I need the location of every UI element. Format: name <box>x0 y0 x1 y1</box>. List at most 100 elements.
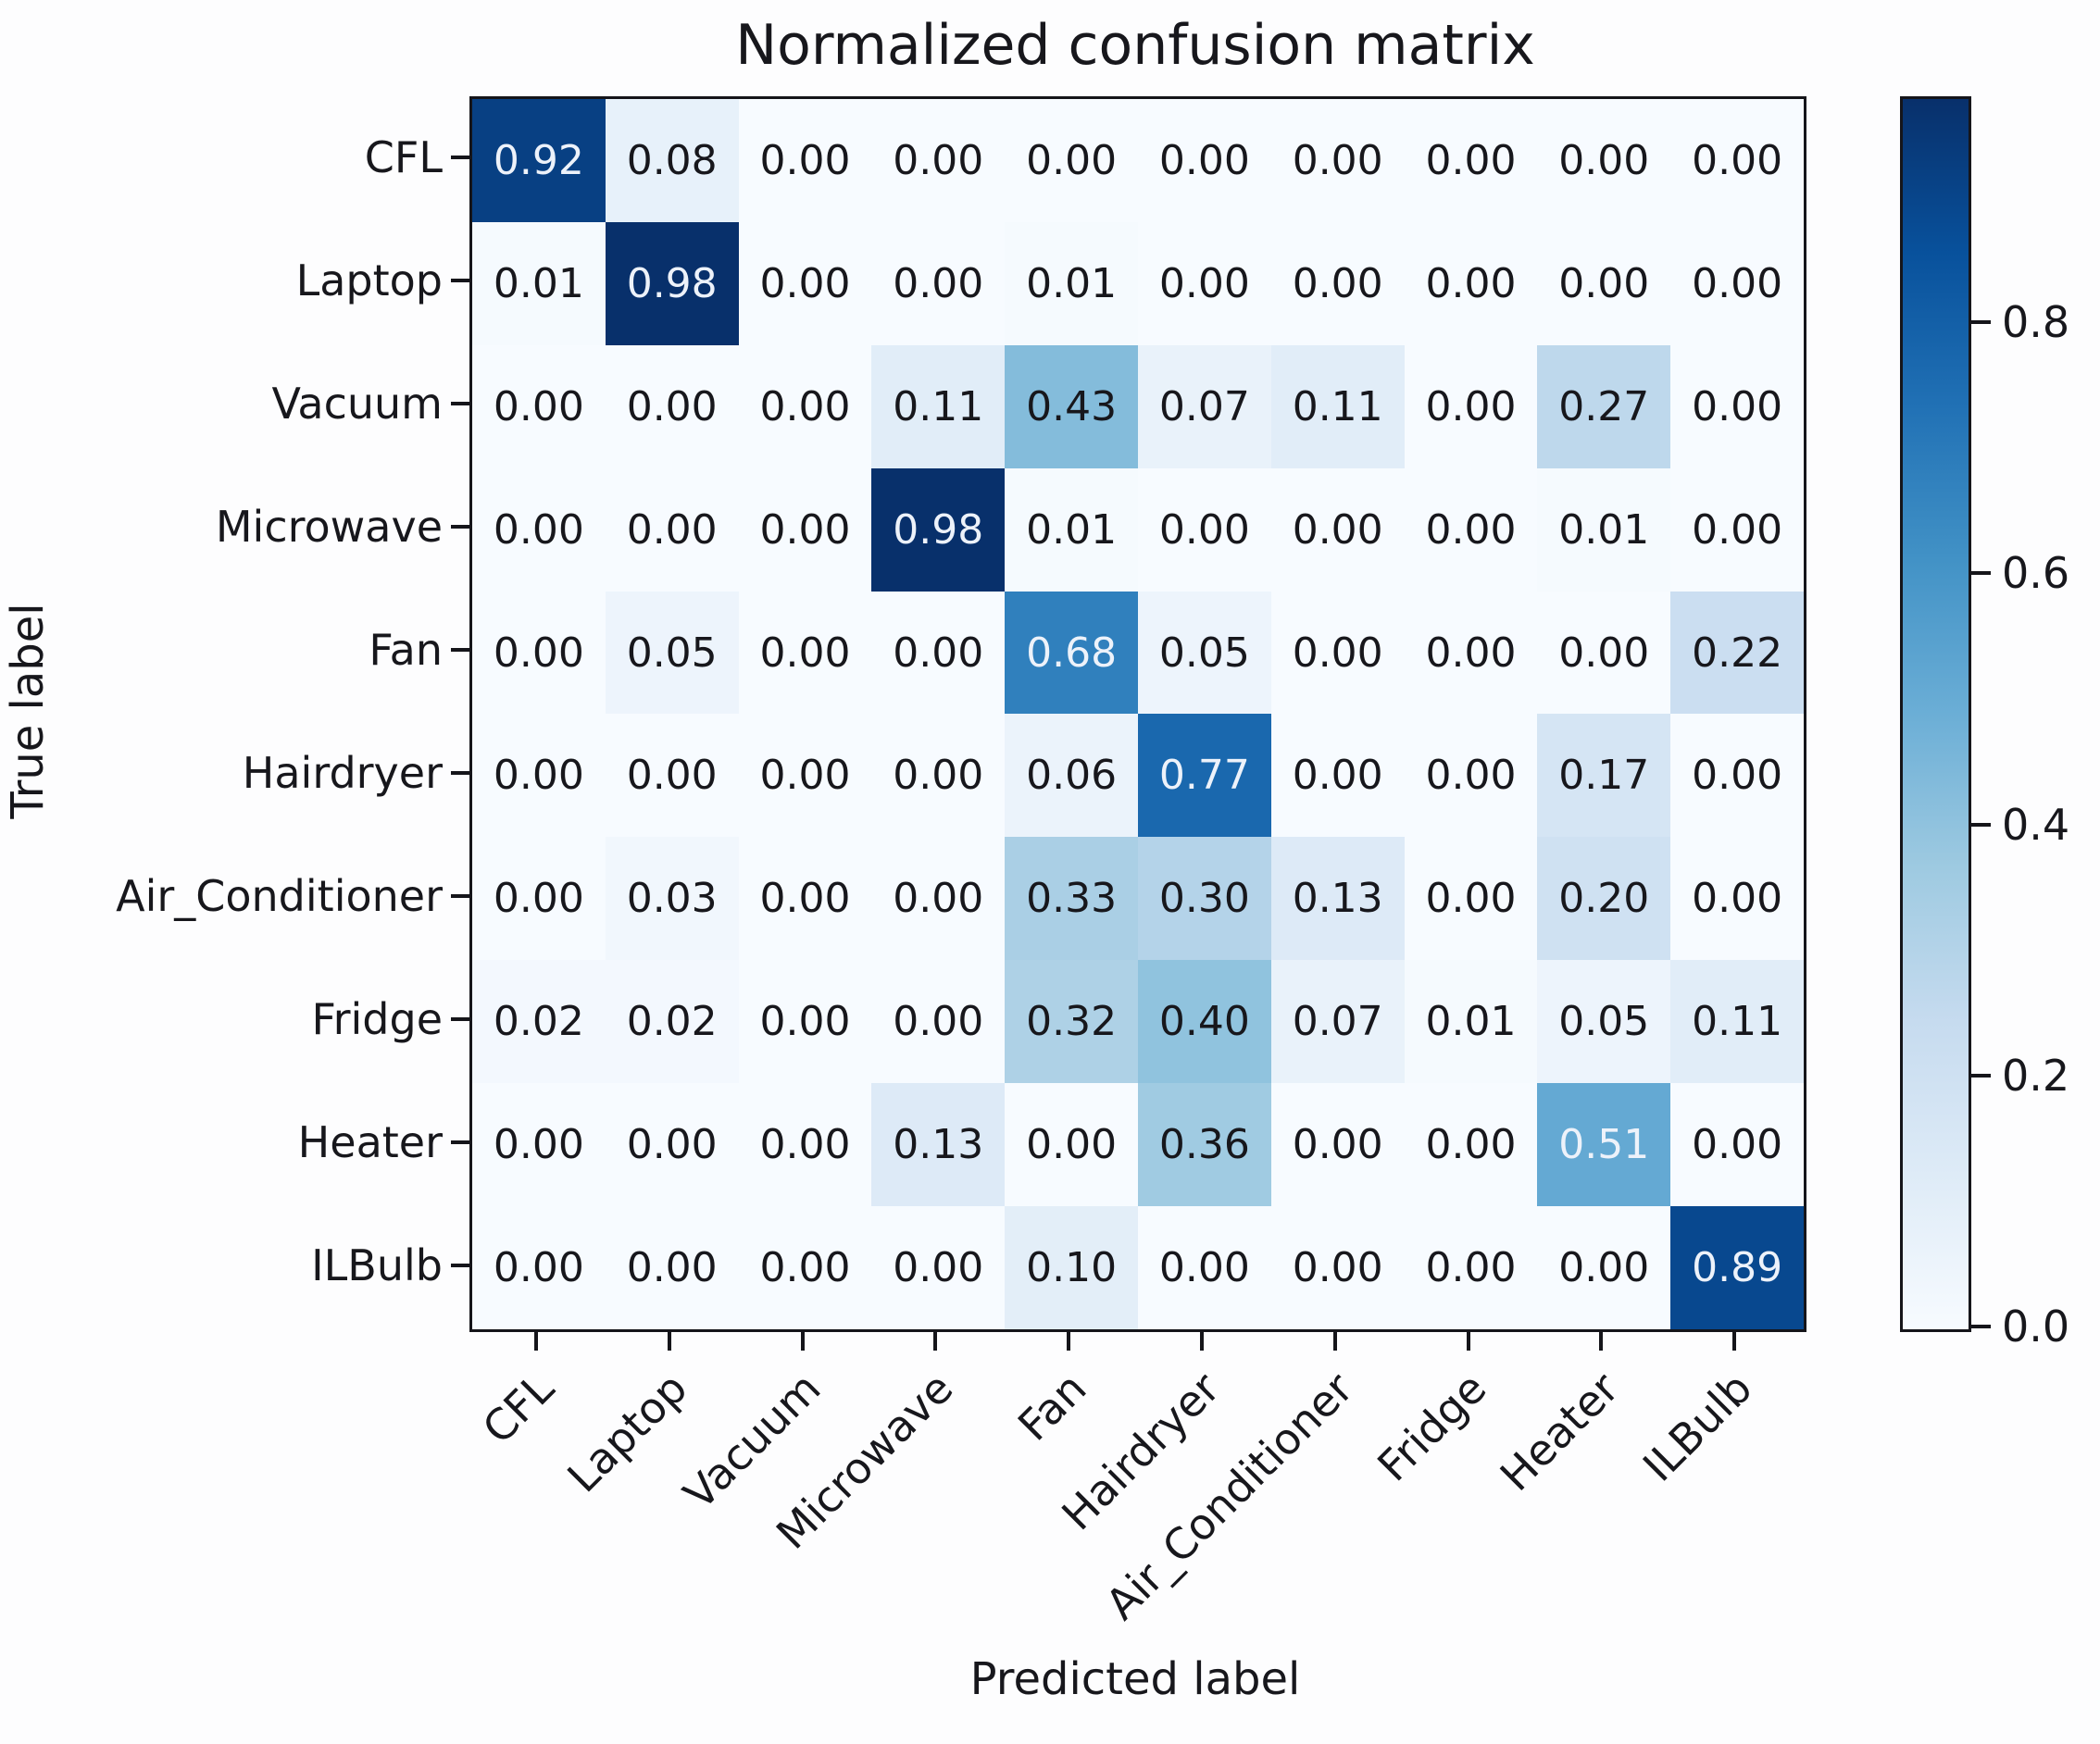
heatmap-grid: 0.92 0.08 0.00 0.00 0.00 0.00 0.00 0.00 0.00 0.00… <box>469 96 1806 1332</box>
y-tick-mark <box>451 1263 469 1267</box>
matrix-cell-ILBulb-Microwave: 0.00 <box>871 1206 1006 1329</box>
matrix-cell-Vacuum-Vacuum: 0.00 <box>738 344 872 468</box>
matrix-cell-Laptop-Heater: 0.00 <box>1537 221 1671 345</box>
y-tick-mark <box>451 402 469 406</box>
x-tick-mark <box>1199 1332 1204 1351</box>
x-tick-mark <box>1332 1332 1337 1351</box>
matrix-cell-Laptop-Fridge: 0.00 <box>1404 221 1538 345</box>
matrix-cell-ILBulb-Fan: 0.10 <box>1005 1206 1138 1329</box>
colorbar-tick-label-0.0: 0.0 <box>2002 1302 2070 1352</box>
matrix-cell-Fan-CFL: 0.00 <box>472 591 606 715</box>
colorbar-tick-label-0.2: 0.2 <box>2002 1050 2070 1101</box>
y-tick-label-Hairdryer: Hairdryer <box>242 747 443 798</box>
matrix-cell-Fridge-Heater: 0.05 <box>1537 960 1671 1084</box>
matrix-cell-Hairdryer-CFL: 0.00 <box>472 714 606 838</box>
matrix-cell-CFL-Vacuum: 0.00 <box>738 99 872 222</box>
matrix-cell-Fan-Microwave: 0.00 <box>871 591 1006 715</box>
matrix-cell-Fan-Vacuum: 0.00 <box>738 591 872 715</box>
matrix-cell-Microwave-ILBulb: 0.00 <box>1670 467 1804 592</box>
x-tick-mark <box>800 1332 805 1351</box>
x-tick-mark <box>1466 1332 1470 1351</box>
matrix-cell-CFL-Air_Conditioner: 0.00 <box>1270 99 1405 222</box>
y-tick-label-Air_Conditioner: Air_Conditioner <box>116 870 443 921</box>
matrix-cell-Microwave-Laptop: 0.00 <box>605 467 739 592</box>
x-tick-mark <box>667 1332 671 1351</box>
matrix-cell-Fridge-CFL: 0.02 <box>472 960 606 1084</box>
y-tick-label-Fridge: Fridge <box>311 993 443 1044</box>
matrix-cell-Hairdryer-Laptop: 0.00 <box>605 714 739 838</box>
matrix-cell-CFL-CFL: 0.92 <box>472 99 606 222</box>
y-tick-mark <box>451 648 469 653</box>
matrix-cell-Fan-ILBulb: 0.22 <box>1670 591 1804 715</box>
matrix-cell-CFL-Fridge: 0.00 <box>1404 99 1538 222</box>
y-tick-mark <box>451 1016 469 1021</box>
matrix-cell-Hairdryer-Fan: 0.06 <box>1005 714 1138 838</box>
matrix-cell-Laptop-Laptop: 0.98 <box>605 221 739 345</box>
matrix-cell-Fan-Heater: 0.00 <box>1537 591 1671 715</box>
matrix-cell-Fridge-Hairdryer: 0.40 <box>1138 960 1271 1084</box>
matrix-cell-Fridge-Fan: 0.32 <box>1005 960 1138 1084</box>
matrix-cell-Microwave-Air_Conditioner: 0.00 <box>1270 467 1405 592</box>
matrix-cell-Air_Conditioner-CFL: 0.00 <box>472 837 606 961</box>
matrix-cell-Hairdryer-Air_Conditioner: 0.00 <box>1270 714 1405 838</box>
matrix-cell-CFL-Heater: 0.00 <box>1537 99 1671 222</box>
matrix-cell-Laptop-ILBulb: 0.00 <box>1670 221 1804 345</box>
matrix-cell-Heater-Heater: 0.51 <box>1537 1083 1671 1207</box>
y-tick-label-Laptop: Laptop <box>295 255 443 306</box>
matrix-cell-Air_Conditioner-Hairdryer: 0.30 <box>1138 837 1271 961</box>
matrix-cell-Air_Conditioner-Heater: 0.20 <box>1537 837 1671 961</box>
matrix-cell-Microwave-CFL: 0.00 <box>472 467 606 592</box>
matrix-cell-Fridge-Microwave: 0.00 <box>871 960 1006 1084</box>
matrix-cell-CFL-Laptop: 0.08 <box>605 99 739 222</box>
matrix-cell-Heater-Vacuum: 0.00 <box>738 1083 872 1207</box>
matrix-cell-Vacuum-ILBulb: 0.00 <box>1670 344 1804 468</box>
colorbar-tick-label-0.8: 0.8 <box>2002 297 2070 348</box>
matrix-cell-Vacuum-Microwave: 0.11 <box>871 344 1006 468</box>
y-tick-label-Vacuum: Vacuum <box>271 379 444 430</box>
matrix-cell-Laptop-Fan: 0.01 <box>1005 221 1138 345</box>
colorbar-tick-label-0.6: 0.6 <box>2002 548 2070 599</box>
matrix-cell-Air_Conditioner-Microwave: 0.00 <box>871 837 1006 961</box>
matrix-cell-Hairdryer-Microwave: 0.00 <box>871 714 1006 838</box>
matrix-cell-Heater-CFL: 0.00 <box>472 1083 606 1207</box>
matrix-cell-Heater-Air_Conditioner: 0.00 <box>1270 1083 1405 1207</box>
matrix-cell-Fridge-Air_Conditioner: 0.07 <box>1270 960 1405 1084</box>
matrix-cell-Air_Conditioner-Air_Conditioner: 0.13 <box>1270 837 1405 961</box>
colorbar-tick-mark <box>1969 1073 1991 1078</box>
matrix-cell-Hairdryer-Heater: 0.17 <box>1537 714 1671 838</box>
matrix-cell-ILBulb-ILBulb: 0.89 <box>1670 1206 1804 1329</box>
x-tick-mark <box>933 1332 938 1351</box>
matrix-cell-Fan-Hairdryer: 0.05 <box>1138 591 1271 715</box>
matrix-cell-Fridge-ILBulb: 0.11 <box>1670 960 1804 1084</box>
y-tick-mark <box>451 525 469 529</box>
matrix-cell-Fan-Air_Conditioner: 0.00 <box>1270 591 1405 715</box>
x-tick-mark <box>533 1332 538 1351</box>
y-tick-label-Heater: Heater <box>297 1116 443 1167</box>
matrix-cell-ILBulb-Vacuum: 0.00 <box>738 1206 872 1329</box>
colorbar-tick-mark <box>1969 571 1991 576</box>
matrix-cell-Vacuum-Fan: 0.43 <box>1005 344 1138 468</box>
matrix-cell-Vacuum-Fridge: 0.00 <box>1404 344 1538 468</box>
colorbar-tick-mark <box>1969 320 1991 325</box>
matrix-cell-Microwave-Fridge: 0.00 <box>1404 467 1538 592</box>
y-tick-label-ILBulb: ILBulb <box>311 1239 443 1290</box>
matrix-cell-Fan-Fan: 0.68 <box>1005 591 1138 715</box>
y-tick-label-Fan: Fan <box>369 625 443 676</box>
matrix-cell-Microwave-Microwave: 0.98 <box>871 467 1006 592</box>
matrix-cell-ILBulb-Air_Conditioner: 0.00 <box>1270 1206 1405 1329</box>
matrix-cell-Laptop-Air_Conditioner: 0.00 <box>1270 221 1405 345</box>
colorbar-tick-mark <box>1969 1325 1991 1328</box>
matrix-cell-Microwave-Vacuum: 0.00 <box>738 467 872 592</box>
matrix-cell-Laptop-CFL: 0.01 <box>472 221 606 345</box>
x-tick-mark <box>1732 1332 1737 1351</box>
matrix-cell-Air_Conditioner-Fridge: 0.00 <box>1404 837 1538 961</box>
matrix-cell-ILBulb-Hairdryer: 0.00 <box>1138 1206 1271 1329</box>
y-tick-label-CFL: CFL <box>364 132 443 183</box>
matrix-cell-Microwave-Hairdryer: 0.00 <box>1138 467 1271 592</box>
matrix-cell-CFL-ILBulb: 0.00 <box>1670 99 1804 222</box>
matrix-cell-Fridge-Laptop: 0.02 <box>605 960 739 1084</box>
matrix-cell-Heater-Microwave: 0.13 <box>871 1083 1006 1207</box>
matrix-cell-CFL-Fan: 0.00 <box>1005 99 1138 222</box>
matrix-cell-Vacuum-Air_Conditioner: 0.11 <box>1270 344 1405 468</box>
